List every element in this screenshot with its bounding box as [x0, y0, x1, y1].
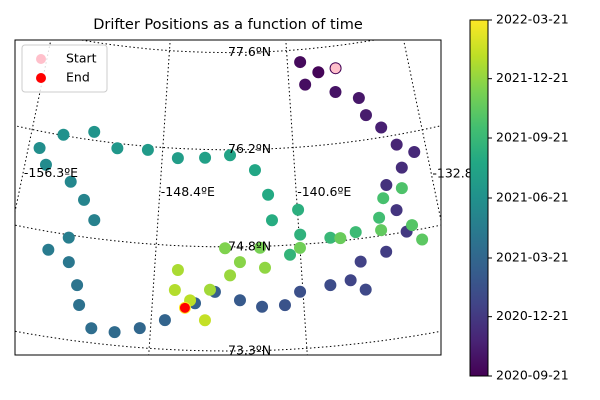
drifter-point: [292, 203, 305, 216]
lat-label: 77.6ºN: [228, 44, 271, 59]
drifter-point: [262, 188, 275, 201]
drifter-point: [390, 204, 403, 217]
meridian: [285, 40, 308, 355]
colorbar-label: 2022-03-21: [496, 12, 569, 27]
drifter-point: [33, 141, 46, 154]
chart-title: Drifter Positions as a function of time: [93, 17, 363, 33]
drifter-point: [133, 322, 146, 335]
drifter-point: [259, 261, 272, 274]
drifter-point: [88, 214, 101, 227]
drifter-point: [312, 66, 325, 79]
drifter-point: [329, 85, 342, 98]
drifter-point: [62, 256, 75, 269]
legend: Start End: [21, 44, 108, 93]
drifter-point: [64, 175, 77, 188]
legend-marker: [36, 73, 46, 83]
drifter-point: [78, 193, 91, 206]
drifter-point: [359, 283, 372, 296]
colorbar-bar: [469, 19, 489, 377]
lon-label: -132.8: [432, 165, 472, 180]
drifter-point: [299, 78, 312, 91]
drifter-point: [73, 298, 86, 311]
colorbar: 2020-09-21 2020-12-21 2021-03-21 2021-06-21…: [469, 12, 569, 383]
colorbar-label: 2021-06-21: [496, 190, 569, 205]
drifter-point: [334, 232, 347, 245]
colorbar-label: 2021-09-21: [496, 130, 569, 145]
drifter-point: [171, 152, 184, 165]
drifter-point: [349, 226, 362, 239]
drifter-point: [233, 256, 246, 269]
drifter-point: [380, 179, 393, 192]
drifter-point: [108, 326, 121, 339]
drifter-point: [294, 228, 307, 241]
drifter-point: [294, 285, 307, 298]
colorbar-label: 2020-09-21: [496, 368, 569, 383]
drifter-point: [265, 214, 278, 227]
drifter-point: [198, 314, 211, 327]
drifter-point: [354, 255, 367, 268]
drifter-point: [373, 211, 386, 224]
drifter-point: [390, 138, 403, 151]
drifter-point: [203, 283, 216, 296]
drifter-point: [39, 158, 52, 171]
drifter-point: [377, 192, 390, 205]
drifter-point: [168, 284, 181, 297]
drifter-point: [219, 242, 232, 255]
drifter-point: [278, 299, 291, 312]
drifter-point: [395, 182, 408, 195]
drifter-point: [359, 109, 372, 122]
legend-label: Start: [66, 51, 97, 66]
drifter-point: [408, 145, 421, 158]
drifter-point: [395, 161, 408, 174]
drifter-point: [248, 164, 261, 177]
drifter-point: [352, 91, 365, 104]
legend-marker: [36, 54, 46, 64]
meridian: [148, 40, 171, 355]
map-frame: [14, 39, 442, 356]
drifter-point: [380, 245, 393, 258]
colorbar-label: 2021-03-21: [496, 249, 569, 264]
drifter-point: [199, 151, 212, 164]
drifter-point: [406, 219, 419, 232]
marker-end: [179, 302, 190, 313]
lon-label: -156.3ºE: [24, 165, 78, 180]
drifter-point: [88, 125, 101, 138]
drifter-point: [233, 294, 246, 307]
drifter-point: [171, 264, 184, 277]
drifter-point: [294, 56, 307, 69]
drifter-point: [375, 224, 388, 237]
drifter-point: [224, 269, 237, 282]
drifter-point: [416, 233, 429, 246]
drifter-point: [324, 279, 337, 292]
drifter-point: [111, 142, 124, 155]
graticule-labels: -156.3ºE -148.4ºE -140.6ºE -132.8 77.6ºN 76.2…: [24, 44, 473, 357]
drifter-point: [224, 149, 237, 162]
drifter-point: [141, 143, 154, 156]
colorbar-label: 2020-12-21: [496, 308, 569, 323]
drifter-point: [158, 314, 171, 327]
drifter-point: [256, 300, 269, 313]
drifter-point: [57, 128, 70, 141]
lon-label: -140.6ºE: [297, 184, 351, 199]
map-area: [15, 40, 441, 355]
lat-label: 74.8ºN: [228, 238, 271, 253]
lat-label: 73.3ºN: [228, 342, 271, 357]
drifter-point: [344, 274, 357, 287]
drifter-point: [71, 279, 84, 292]
marker-start: [330, 63, 341, 74]
colorbar-label: 2021-12-21: [496, 70, 569, 85]
lat-label: 76.2ºN: [228, 141, 271, 156]
drifter-point: [284, 248, 297, 261]
drifter-point: [375, 121, 388, 134]
drifter-point: [42, 243, 55, 256]
drifter-point: [254, 241, 267, 254]
drifter-point: [85, 322, 98, 335]
drifter-point: [62, 231, 75, 244]
drifter-point: [293, 241, 306, 254]
drifter-point: [324, 231, 337, 244]
legend-label: End: [66, 70, 90, 85]
lon-label: -148.4ºE: [161, 184, 215, 199]
